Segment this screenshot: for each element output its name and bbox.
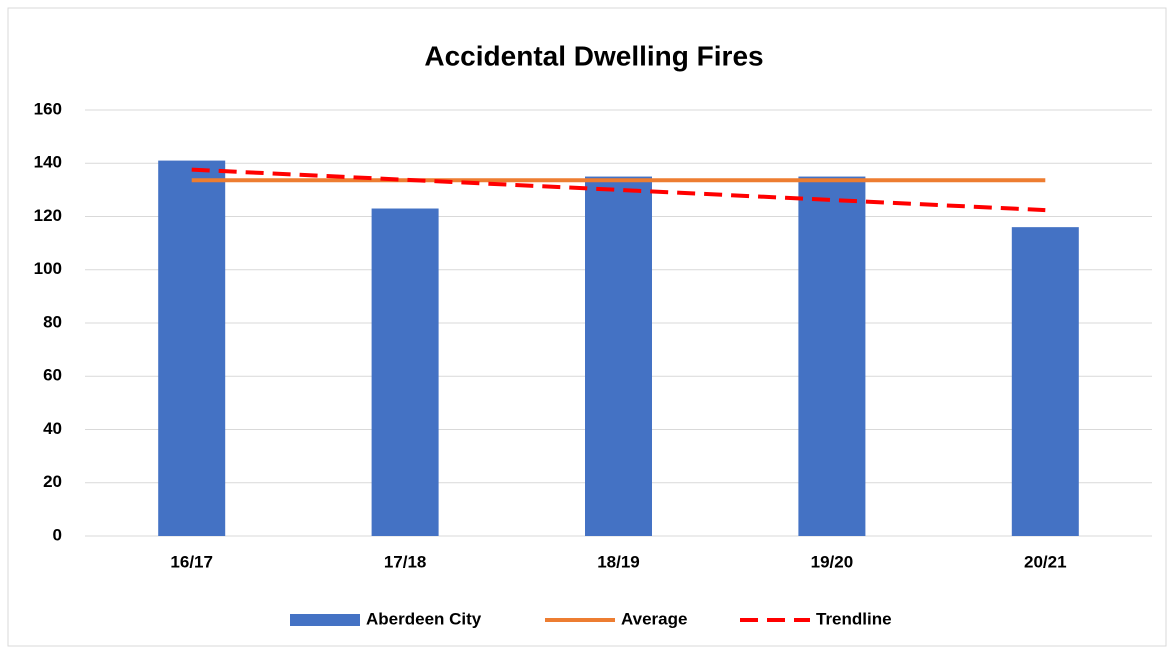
legend-label: Aberdeen City — [366, 609, 482, 628]
y-tick-label: 20 — [43, 472, 62, 491]
y-tick-label: 100 — [34, 259, 62, 278]
bar — [798, 176, 866, 536]
bar — [585, 176, 652, 536]
x-tick-label: 16/17 — [170, 552, 213, 571]
bar — [1011, 227, 1079, 536]
y-tick-label: 0 — [53, 525, 62, 544]
y-tick-label: 140 — [34, 153, 62, 172]
legend-swatch — [290, 614, 360, 626]
legend-label: Trendline — [816, 609, 892, 628]
chart-title: Accidental Dwelling Fires — [424, 40, 763, 71]
bar — [158, 160, 226, 536]
x-tick-label: 20/21 — [1024, 552, 1067, 571]
y-tick-label: 120 — [34, 206, 62, 225]
line — [191, 167, 1046, 213]
x-tick-label: 18/19 — [597, 552, 640, 571]
y-tick-label: 160 — [34, 99, 62, 118]
bar — [371, 208, 439, 536]
y-tick-label: 40 — [43, 419, 62, 438]
legend-label: Average — [621, 609, 687, 628]
x-tick-label: 17/18 — [384, 552, 427, 571]
x-tick-label: 19/20 — [811, 552, 854, 571]
y-tick-label: 80 — [43, 312, 62, 331]
y-tick-label: 60 — [43, 366, 62, 385]
